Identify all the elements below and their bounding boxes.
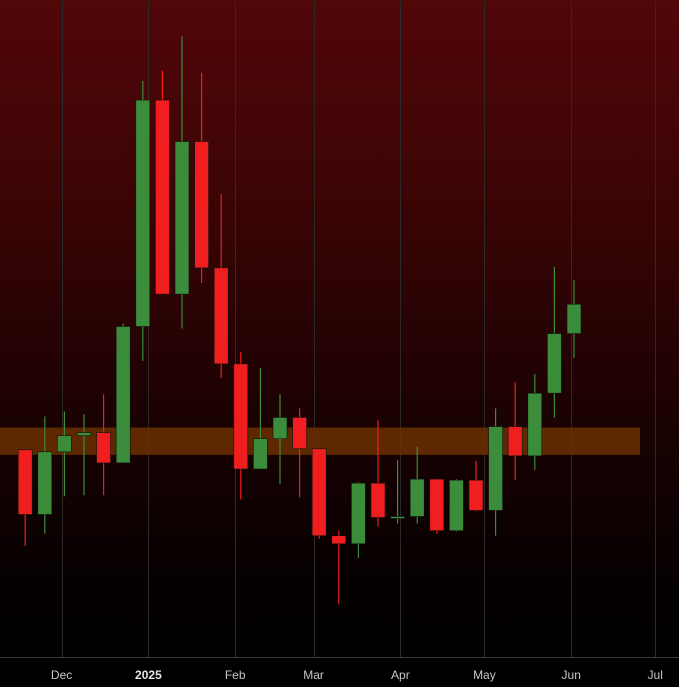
candle-body-up xyxy=(272,417,288,439)
candle xyxy=(292,408,307,498)
candle-body-up xyxy=(409,478,425,517)
candle xyxy=(331,530,347,605)
candle xyxy=(370,420,386,527)
candle-body-up xyxy=(566,303,582,334)
candle xyxy=(468,460,484,512)
candle-body-up xyxy=(57,435,72,453)
candle xyxy=(155,70,170,295)
x-tick-label: Mar xyxy=(303,668,324,682)
candle xyxy=(527,373,543,471)
candle xyxy=(547,266,562,418)
candle-body-up xyxy=(547,333,562,394)
candle-body-up xyxy=(37,451,53,515)
candle-body-down xyxy=(370,482,386,518)
x-tick-label: Apr xyxy=(391,668,410,682)
candle xyxy=(17,449,33,546)
candle xyxy=(272,394,288,485)
candle-body-down xyxy=(96,432,111,464)
candle-body-down xyxy=(311,448,327,537)
candle-body-up xyxy=(488,426,503,511)
candle xyxy=(233,351,249,500)
candle-body-up xyxy=(135,99,151,327)
candle xyxy=(507,382,523,481)
x-tick-label: Jul xyxy=(648,668,663,682)
candle-body-down xyxy=(507,426,523,457)
x-tick-label: Feb xyxy=(225,668,246,682)
candle-body-up xyxy=(351,482,366,545)
candle-body-up xyxy=(390,516,405,519)
candle-body-up xyxy=(527,392,543,457)
candle xyxy=(135,80,151,361)
candle-body-down xyxy=(17,449,33,515)
candle-body-down xyxy=(292,417,307,450)
candle-body-down xyxy=(194,141,209,269)
candle-body-down xyxy=(213,267,229,365)
candle xyxy=(194,72,209,284)
candle-body-down xyxy=(155,99,170,295)
candle xyxy=(57,411,72,497)
candle-body-down xyxy=(233,363,249,470)
candle xyxy=(37,416,53,534)
candle xyxy=(213,194,229,379)
candle-body-up xyxy=(76,432,92,436)
candle xyxy=(566,279,582,358)
candle xyxy=(253,367,268,470)
x-tick-label: 2025 xyxy=(135,668,162,682)
candle xyxy=(409,446,425,524)
candle xyxy=(390,459,405,524)
candle xyxy=(115,323,131,464)
candle-body-up xyxy=(174,141,190,295)
candle xyxy=(449,479,464,532)
x-tick-label: Jun xyxy=(562,668,581,682)
candle-body-up xyxy=(115,326,131,464)
candle xyxy=(351,482,366,558)
candle xyxy=(96,394,111,496)
candle xyxy=(174,36,190,329)
x-tick-label: Dec xyxy=(51,668,72,682)
x-axis: Dec 2025 Feb Mar Apr May Jun Jul xyxy=(51,668,663,682)
candle-body-down xyxy=(468,479,484,511)
candle-body-up xyxy=(253,438,268,470)
candle xyxy=(429,478,445,534)
candle-body-down xyxy=(331,535,347,545)
candle xyxy=(76,414,92,496)
candle xyxy=(311,448,327,539)
x-tick-label: May xyxy=(473,668,496,682)
candle-body-up xyxy=(449,479,464,531)
candle xyxy=(488,408,503,536)
candle-body-down xyxy=(429,478,445,531)
candles xyxy=(17,36,582,605)
